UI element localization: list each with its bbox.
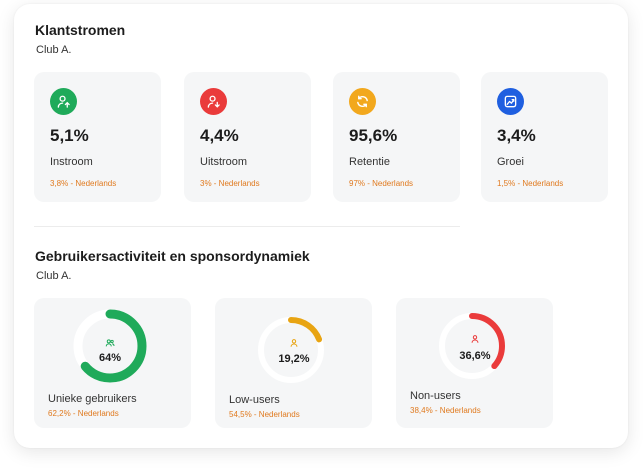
growth-chart-icon: [497, 88, 524, 115]
activity-subtitle: Club A.: [36, 270, 72, 282]
kpi-card-instroom[interactable]: 5,1% Instroom 3,8% - Nederlands: [34, 72, 161, 202]
gauge-arc: [439, 313, 505, 379]
activity-benchmark: 62,2% - Nederlands: [48, 409, 119, 418]
activity-benchmark: 54,5% - Nederlands: [229, 410, 300, 419]
gauge-ring: [73, 309, 147, 383]
kpi-card-groei[interactable]: 3,4% Groei 1,5% - Nederlands: [481, 72, 608, 202]
dashboard-panel: Klantstromen Club A. 5,1% Instroom 3,8% …: [14, 4, 628, 448]
user-arrow-up-icon: [50, 88, 77, 115]
user-icon: [471, 335, 479, 343]
activity-card-unieke-gebruikers[interactable]: 64% Unieke gebruikers 62,2% - Nederlands: [34, 298, 191, 428]
kpi-value: 95,6%: [349, 126, 398, 145]
user-arrow-down-icon: [200, 88, 227, 115]
activity-label: Low-users: [229, 394, 280, 406]
kpi-benchmark: 3% - Nederlands: [200, 179, 260, 188]
kpi-value: 3,4%: [497, 126, 536, 145]
kpi-label: Instroom: [50, 156, 93, 168]
kpi-benchmark: 97% - Nederlands: [349, 179, 414, 188]
refresh-icon: [349, 88, 376, 115]
kpi-card-retentie[interactable]: 95,6% Retentie 97% - Nederlands: [333, 72, 460, 202]
kpi-label: Retentie: [349, 156, 390, 168]
kpi-value: 5,1%: [50, 126, 89, 145]
gauge-arc: [73, 309, 147, 383]
gauge-value: 19,2%: [278, 353, 310, 365]
activity-title: Gebruikersactiviteit en sponsordynamiek: [35, 248, 310, 264]
activity-benchmark: 38,4% - Nederlands: [410, 406, 481, 415]
kpi-label: Groei: [497, 156, 524, 168]
gauge-ring: [439, 313, 505, 379]
kpi-label: Uitstroom: [200, 156, 248, 168]
activity-label: Unieke gebruikers: [48, 393, 137, 405]
kpi-card-uitstroom[interactable]: 4,4% Uitstroom 3% - Nederlands: [184, 72, 311, 202]
activity-card-low-users[interactable]: 19,2% Low-users 54,5% - Nederlands: [215, 298, 372, 428]
user-icon: [290, 339, 298, 347]
activity-label: Non-users: [410, 390, 461, 402]
kpi-value: 4,4%: [200, 126, 239, 145]
gauge-value: 64%: [98, 352, 122, 364]
users-icon: [105, 339, 115, 347]
kpi-benchmark: 3,8% - Nederlands: [50, 179, 117, 188]
section-divider: [34, 226, 460, 227]
flows-subtitle: Club A.: [36, 44, 72, 56]
flows-title: Klantstromen: [35, 22, 126, 38]
gauge-arc: [258, 317, 324, 383]
kpi-benchmark: 1,5% - Nederlands: [497, 179, 564, 188]
gauge-ring: [258, 317, 324, 383]
activity-card-non-users[interactable]: 36,6% Non-users 38,4% - Nederlands: [396, 298, 553, 428]
gauge-value: 36,6%: [459, 350, 491, 362]
